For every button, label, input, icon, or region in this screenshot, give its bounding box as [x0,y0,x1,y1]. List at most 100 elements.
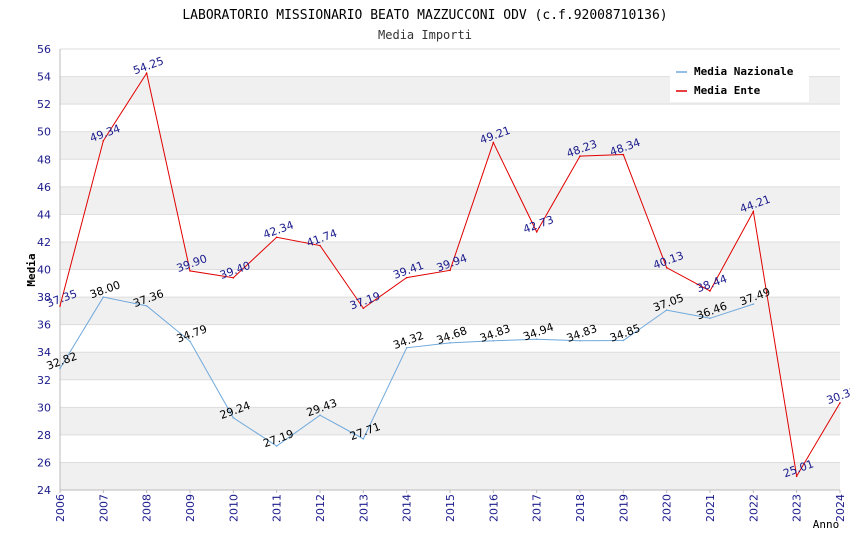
y-tick-label: 28 [37,429,51,442]
data-point-media-ente [839,402,841,404]
y-tick-label: 42 [37,236,51,249]
x-tick-label: 2007 [97,494,110,522]
x-tick-label: 2023 [791,494,804,522]
data-point-media-ente [189,270,191,272]
y-tick-label: 52 [37,98,51,111]
data-point-media-ente [405,276,408,279]
legend-label-media-ente: Media Ente [694,84,761,97]
grid-band [60,131,840,160]
data-point-media-nazionale [752,303,755,305]
y-axis-label: Media [25,253,38,286]
series-lines [59,71,841,478]
grid-band [60,407,840,435]
data-point-media-nazionale [189,340,191,343]
y-tick-label: 50 [37,126,51,139]
data-point-media-nazionale [145,305,148,307]
y-axis-ticks: 24 26 28 30 32 34 36 38 40 42 44 46 48 50 52 54 56 [37,43,51,497]
data-point-media-nazionale [362,438,365,440]
data-point-media-nazionale [449,342,451,344]
x-tick-label: 2008 [141,494,154,522]
data-point-media-nazionale [275,445,278,447]
grid-band [60,241,840,270]
chart-subtitle: Media Importi [378,28,472,42]
data-label-media-ente: 54.25 [131,54,165,77]
x-tick-label: 2016 [487,494,500,522]
x-tick-label: 2021 [704,494,717,522]
data-point-media-nazionale [319,414,321,416]
data-label-media-nazionale: 34.85 [608,322,642,345]
x-tick-label: 2018 [574,494,587,522]
data-point-media-ente [275,236,278,239]
x-tick-label: 2011 [271,494,284,522]
data-point-media-ente [232,276,235,279]
y-tick-label: 44 [37,208,51,221]
data-point-media-nazionale [59,367,61,370]
data-point-media-nazionale [622,339,625,342]
data-point-media-nazionale [535,338,538,341]
data-point-media-nazionale [579,339,581,342]
data-point-media-ente [449,269,451,272]
data-label-media-nazionale: 34.68 [435,324,469,347]
y-tick-label: 48 [37,153,51,166]
data-point-media-ente [59,305,61,307]
data-point-media-ente [492,141,495,144]
data-point-media-ente [102,139,105,142]
data-point-media-ente [319,244,321,247]
data-point-media-ente [535,231,538,233]
data-point-media-ente [145,72,148,74]
y-tick-label: 30 [37,401,51,414]
data-label-media-ente: 30.32 [825,384,850,407]
legend: Media Nazionale Media Ente [670,60,809,102]
data-point-media-nazionale [492,339,495,342]
data-point-media-nazionale [232,416,235,419]
data-label-media-nazionale: 34.83 [565,322,599,345]
x-tick-label: 2014 [401,494,414,522]
x-tick-label: 2024 [834,494,847,522]
x-tick-label: 2010 [227,494,240,522]
data-point-media-ente [709,290,711,292]
grid-band [60,297,840,325]
y-tick-label: 34 [37,346,51,359]
chart-title: LABORATORIO MISSIONARIO BEATO MAZZUCCONI… [182,8,667,23]
x-tick-label: 2012 [314,494,327,522]
data-point-media-nazionale [405,346,408,349]
data-label-media-ente: 42.73 [521,213,555,236]
data-label-media-ente: 38.44 [695,272,729,295]
y-tick-label: 26 [37,456,51,469]
data-point-media-ente [752,210,755,213]
x-axis-ticks: 2006 2007 2008 2009 2010 2011 2012 2013 2014 2015… [54,490,847,522]
data-point-media-ente [795,475,798,477]
x-tick-label: 2006 [54,494,67,522]
y-tick-label: 38 [37,291,51,304]
legend-label-media-nazionale: Media Nazionale [694,65,794,78]
legend-background [670,60,809,102]
grid-bands [60,76,840,490]
x-tick-label: 2022 [747,494,760,522]
grid-band [60,462,840,490]
x-tick-label: 2017 [531,494,544,522]
x-axis-label: Anno [813,518,840,531]
data-point-media-nazionale [665,309,668,311]
y-tick-label: 46 [37,181,51,194]
x-tick-label: 2020 [661,494,674,522]
y-tick-label: 54 [37,71,51,84]
x-tick-label: 2019 [617,494,630,522]
data-point-media-nazionale [709,317,711,320]
y-tick-label: 56 [37,43,51,56]
data-label-media-nazionale: 34.79 [175,323,209,346]
x-tick-label: 2009 [184,494,197,522]
grid-band [60,186,840,215]
data-label-media-nazionale: 34.83 [478,322,512,345]
y-tick-label: 40 [37,264,51,277]
data-point-media-ente [665,266,668,269]
y-tick-label: 24 [37,484,51,497]
x-tick-label: 2013 [357,494,370,522]
data-point-media-ente [622,153,625,156]
data-point-media-ente [579,155,581,157]
grid-band [60,352,840,380]
data-point-media-nazionale [102,296,105,298]
x-tick-label: 2015 [444,494,457,522]
data-point-media-ente [362,307,365,310]
y-tick-label: 32 [37,374,51,387]
